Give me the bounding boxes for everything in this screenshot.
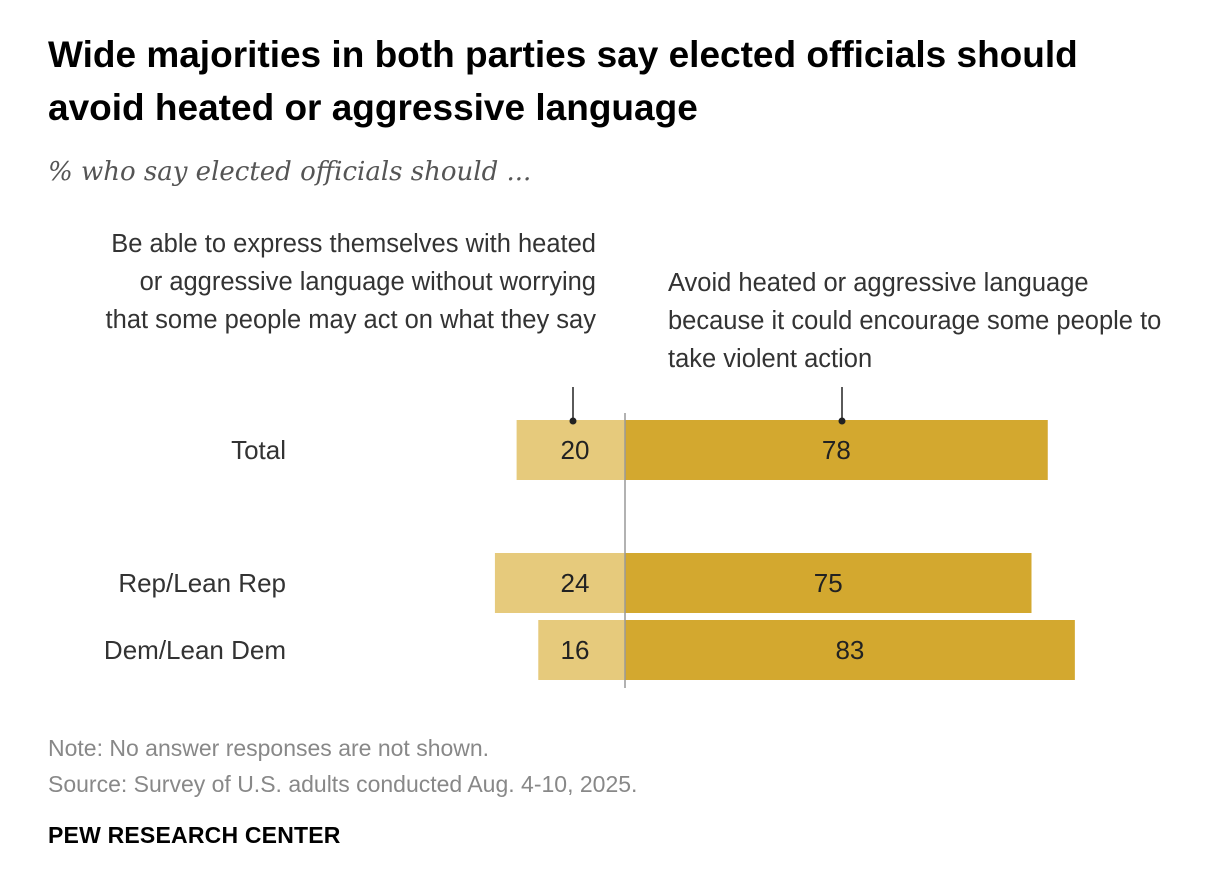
legend-avoid-label: Avoid heated or aggressive language beca… <box>668 269 1162 373</box>
bar-avoid-total <box>625 420 1048 480</box>
bar-express-rep-lean-rep <box>494 553 625 613</box>
value-label-avoid-dem-lean-dem: 83 <box>835 635 864 665</box>
value-label-avoid-rep-lean-rep: 75 <box>814 568 843 598</box>
legend-express-label: Be able to express themselves with heate… <box>105 230 596 334</box>
value-label-express-rep-lean-rep: 24 <box>561 568 590 598</box>
chart-note: Note: No answer responses are not shown. <box>48 735 490 761</box>
category-label-total: Total <box>231 435 286 465</box>
value-label-express-dem-lean-dem: 16 <box>561 635 590 665</box>
bar-avoid-rep-lean-rep <box>625 553 1032 613</box>
chart-source: Source: Survey of U.S. adults conducted … <box>48 771 638 797</box>
category-label-rep-lean-rep: Rep/Lean Rep <box>118 568 286 598</box>
bar-avoid-dem-lean-dem <box>625 620 1075 680</box>
chart-title: Wide majorities in both parties say elec… <box>48 34 1078 128</box>
leader-express-dot <box>569 417 577 425</box>
pew-logo: PEW RESEARCH CENTER <box>48 822 341 848</box>
bar-express-total <box>516 420 625 480</box>
value-label-avoid-total: 78 <box>822 435 851 465</box>
chart-subtitle: % who say elected officials should ... <box>48 157 532 187</box>
bar-express-dem-lean-dem <box>538 620 625 680</box>
category-label-dem-lean-dem: Dem/Lean Dem <box>104 635 286 665</box>
value-label-express-total: 20 <box>561 435 590 465</box>
leader-avoid-dot <box>838 417 846 425</box>
